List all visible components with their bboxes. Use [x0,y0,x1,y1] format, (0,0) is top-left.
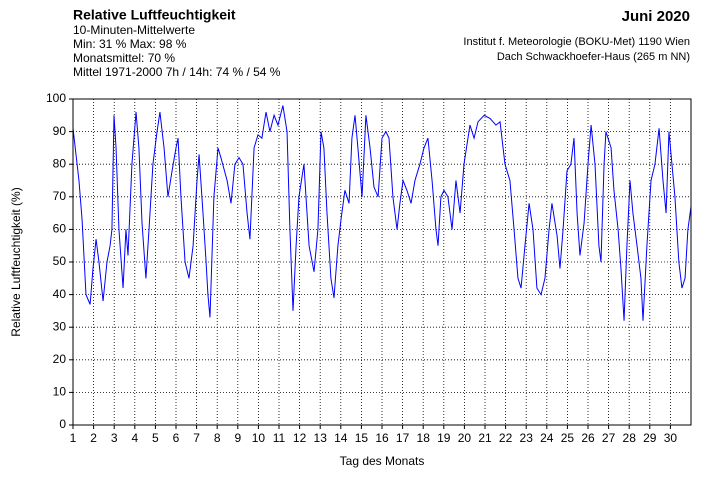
y-tick-label: 60 [53,222,67,236]
x-tick-label: 22 [499,431,513,445]
x-tick-label: 1 [70,431,77,445]
x-tick-label: 19 [437,431,451,445]
subtitle: 10-Minuten-Mittelwerte [73,23,195,37]
x-tick-label: 20 [458,431,472,445]
data-line [72,105,692,321]
stats-line: Mittel 1971-2000 7h / 14h: 74 % / 54 % [73,65,281,79]
x-tick-label: 18 [417,431,431,445]
y-tick-label: 90 [53,124,67,138]
y-tick-label: 70 [53,189,67,203]
y-tick-label: 30 [53,319,67,333]
x-tick-label: 3 [111,431,118,445]
y-tick-label: 100 [46,91,66,105]
stats-line: Monatsmittel: 70 % [73,51,175,65]
x-tick-label: 27 [602,431,616,445]
y-tick-label: 50 [53,254,67,268]
x-tick-label: 12 [293,431,307,445]
x-tick-label: 28 [623,431,637,445]
chart-title: Relative Luftfeuchtigkeit [73,7,236,23]
y-tick-label: 20 [53,352,67,366]
source-line: Institut f. Meteorologie (BOKU-Met) 1190… [463,36,690,48]
stats-line: Min: 31 % Max: 98 % [73,37,187,51]
y-tick-label: 40 [53,287,67,301]
x-tick-label: 16 [375,431,389,445]
x-tick-label: 15 [355,431,369,445]
x-tick-label: 21 [478,431,492,445]
x-tick-label: 11 [273,431,286,445]
y-tick-label: 10 [53,385,67,399]
source-line: Dach Schwackhoefer-Haus (265 m NN) [497,51,690,63]
x-axis-label: Tag des Monats [340,454,425,468]
x-tick-label: 6 [173,431,180,445]
x-tick-label: 9 [234,431,241,445]
x-tick-label: 25 [561,431,575,445]
x-tick-label: 13 [314,431,328,445]
x-tick-label: 14 [334,431,348,445]
y-axis-label: Relative Luftfeuchtigkeit (%) [9,187,23,336]
x-tick-label: 10 [252,431,266,445]
y-tick-label: 80 [53,156,67,170]
x-tick-label: 5 [152,431,159,445]
period: Juni 2020 [622,8,690,25]
x-tick-label: 29 [643,431,657,445]
x-tick-label: 26 [581,431,595,445]
x-tick-label: 17 [396,431,410,445]
x-tick-label: 4 [131,431,138,445]
x-tick-label: 2 [90,431,97,445]
x-tick-label: 24 [540,431,554,445]
x-tick-label: 23 [520,431,534,445]
y-tick-label: 0 [59,417,66,431]
x-tick-label: 7 [193,431,200,445]
x-tick-label: 30 [664,431,678,445]
x-tick-label: 8 [214,431,221,445]
plot-frame [72,98,692,426]
